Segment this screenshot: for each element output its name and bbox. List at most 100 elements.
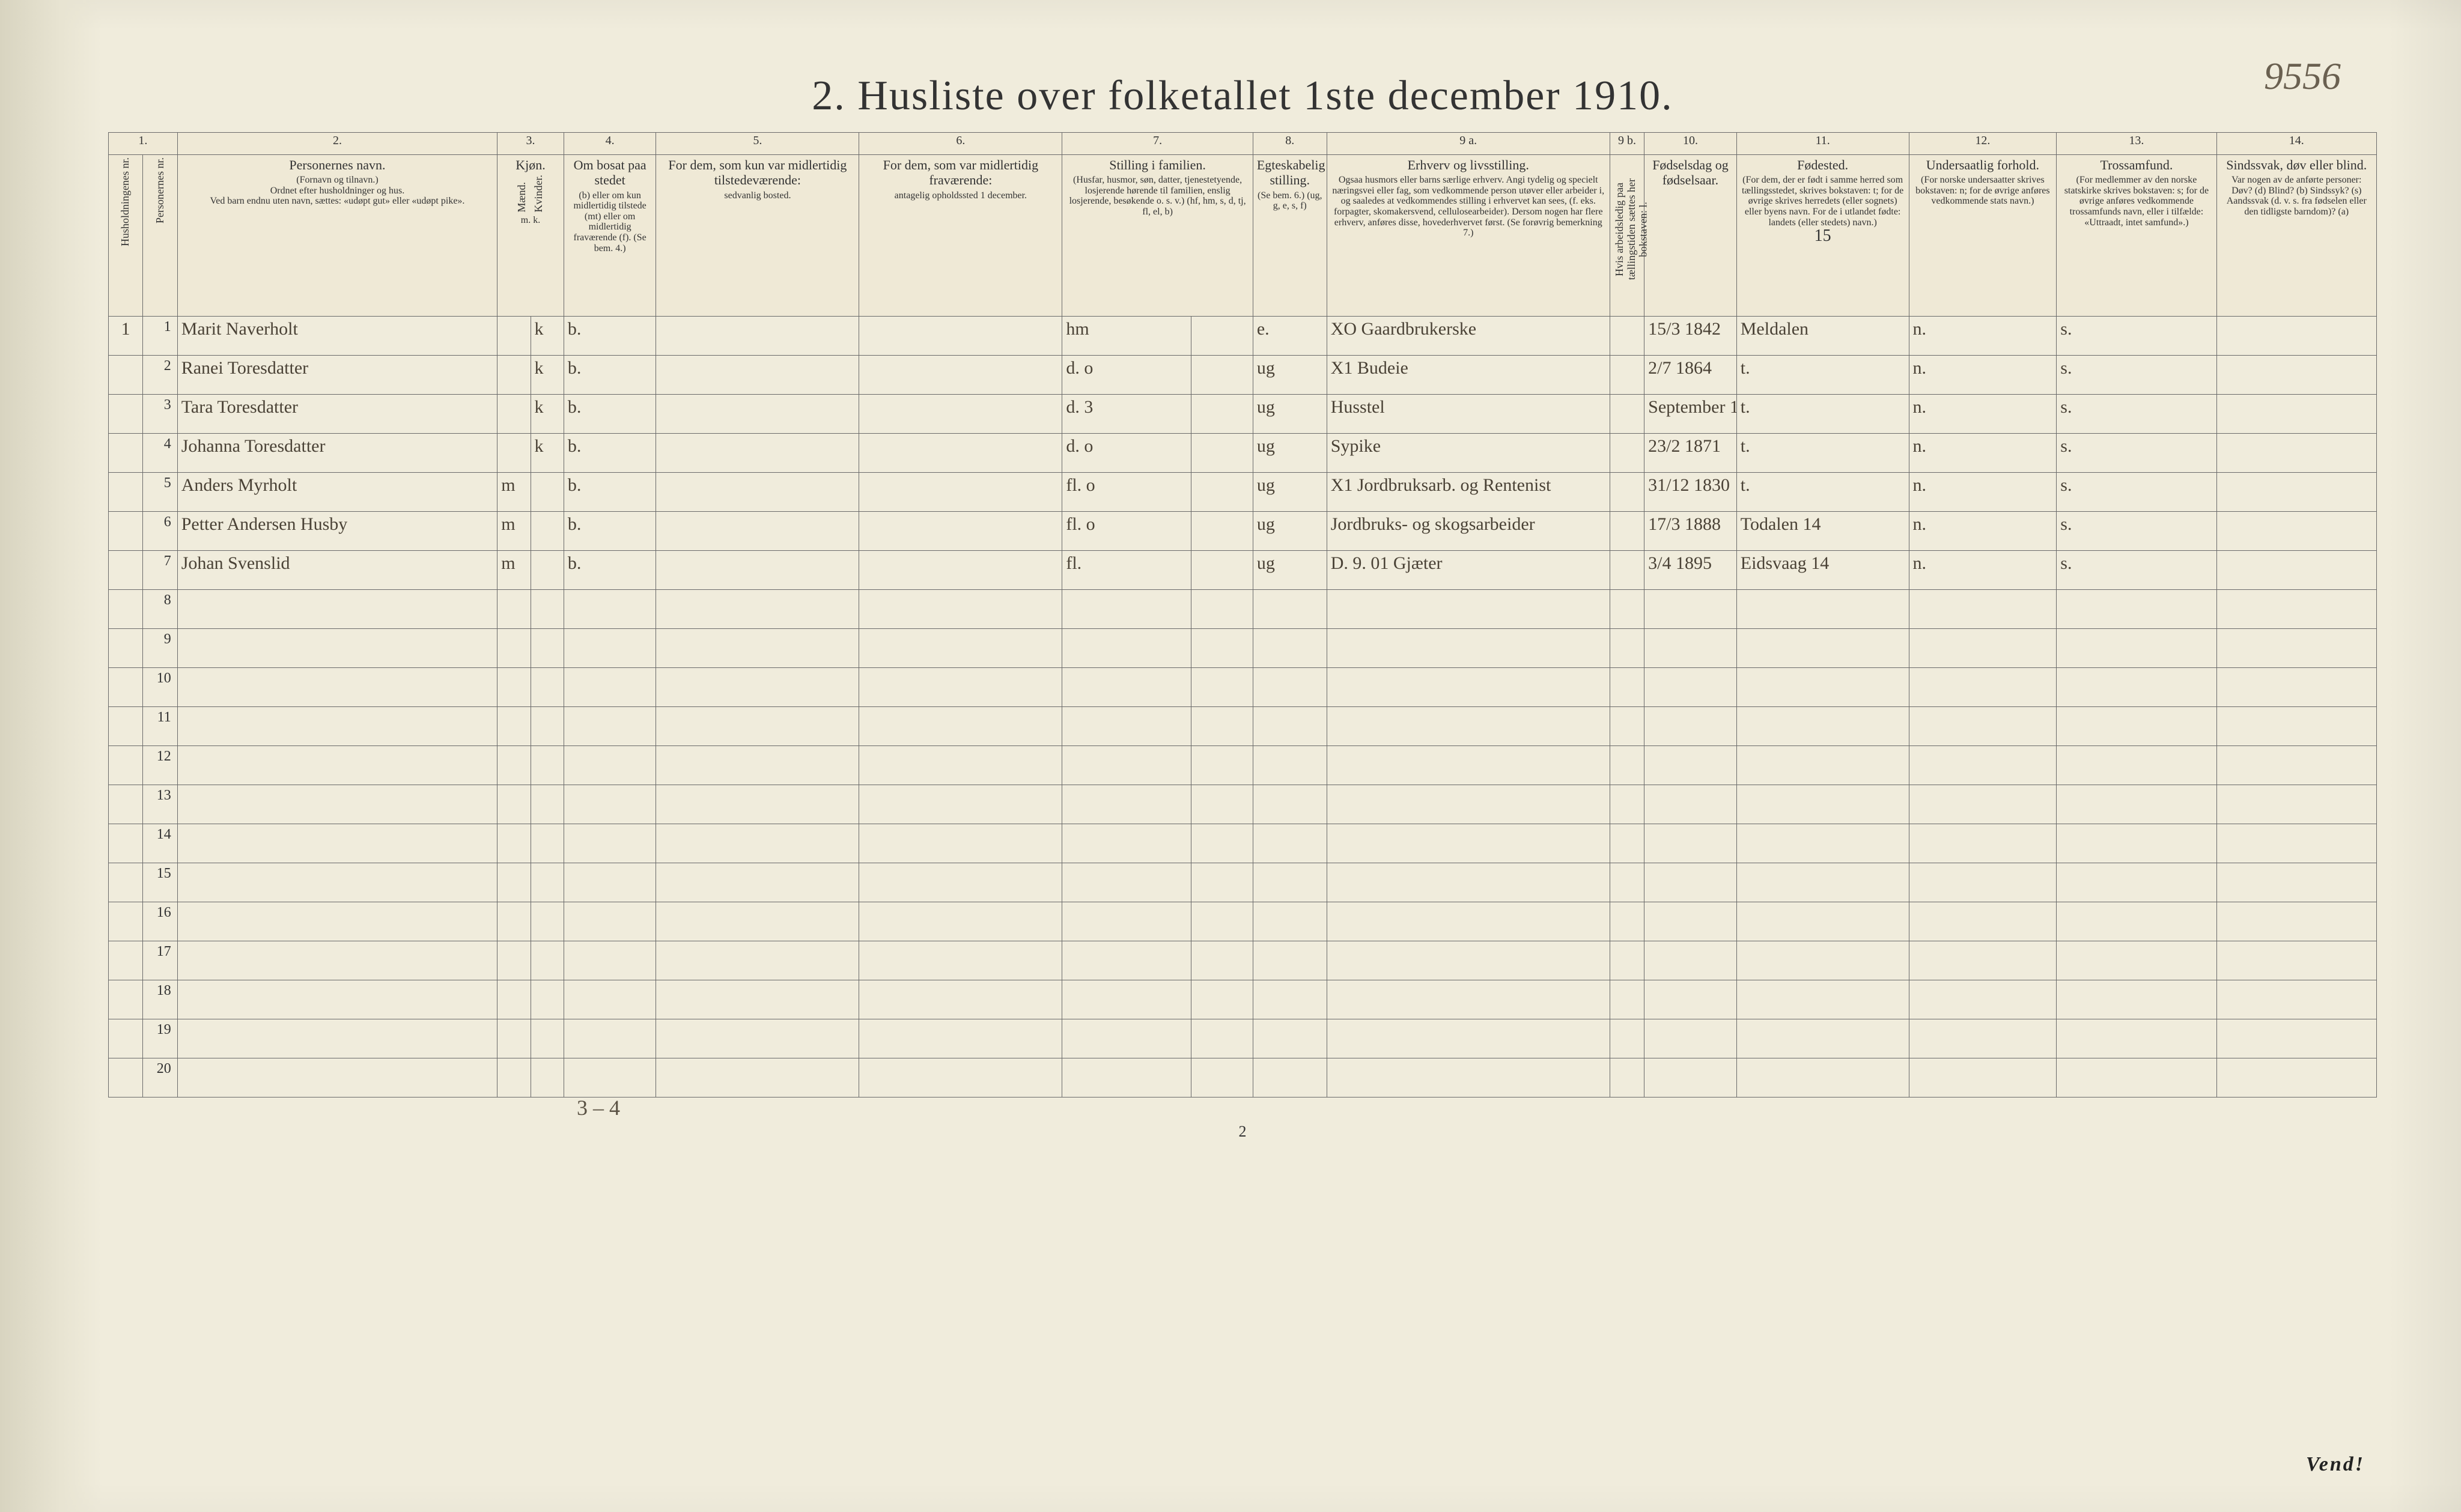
cell-empty (1253, 1019, 1327, 1058)
cell-empty (859, 707, 1062, 746)
cell-nr: 15 (143, 863, 177, 902)
cell-empty (656, 707, 859, 746)
cell-empty (1909, 902, 2057, 941)
colnum: 13. (2057, 133, 2216, 155)
cell-hh (109, 551, 143, 590)
cell-k: k (531, 356, 564, 395)
cell-nr: 7 (143, 551, 177, 590)
page-annotation: 9556 (2264, 54, 2341, 99)
cell-empty (1327, 746, 1610, 785)
cell-bosat: b. (564, 512, 656, 551)
cell-hh (109, 824, 143, 863)
header-person-nr: Personernes nr. (143, 155, 177, 317)
cell-empty (497, 941, 531, 980)
cell-empty (564, 707, 656, 746)
header-trossamfund: Trossamfund. (For medlemmer av den norsk… (2057, 155, 2216, 317)
cell-tro: s. (2057, 512, 2216, 551)
cell-c6 (859, 356, 1062, 395)
colnum: 4. (564, 133, 656, 155)
cell-name: Johan Svenslid (177, 551, 497, 590)
cell-empty (1644, 1058, 1737, 1098)
cell-empty (859, 941, 1062, 980)
cell-empty (2216, 590, 2376, 629)
cell-tro: s. (2057, 473, 2216, 512)
cell-empty (1610, 980, 1644, 1019)
table-row-empty: 10 (109, 668, 2377, 707)
cell-empty (1253, 707, 1327, 746)
cell-empty (177, 785, 497, 824)
cell-eg: ug (1253, 512, 1327, 551)
cell-empty (2057, 1019, 2216, 1058)
cell-k: k (531, 434, 564, 473)
cell-empty (177, 668, 497, 707)
cell-nr: 9 (143, 629, 177, 668)
header-arbeidsledig: Hvis arbeidsledig paa tællingstiden sætt… (1610, 155, 1644, 317)
cell-empty (1909, 785, 2057, 824)
cell-c14 (2216, 512, 2376, 551)
cell-hh (109, 512, 143, 551)
cell-empty (2057, 1058, 2216, 1098)
header-undersaat: Undersaatlig forhold. (For norske unders… (1909, 155, 2057, 317)
cell-k (531, 473, 564, 512)
cell-hh (109, 863, 143, 902)
cell-nr: 13 (143, 785, 177, 824)
table-row: 11Marit Naverholtkb.hme.XO Gaardbrukersk… (109, 317, 2377, 356)
cell-eg: e. (1253, 317, 1327, 356)
cell-empty (2216, 746, 2376, 785)
cell-empty (564, 902, 656, 941)
cell-empty (1644, 941, 1737, 980)
cell-nr: 16 (143, 902, 177, 941)
cell-empty (1191, 1019, 1253, 1058)
cell-hh (109, 668, 143, 707)
cell-empty (564, 941, 656, 980)
cell-empty (2057, 707, 2216, 746)
cell-empty (859, 785, 1062, 824)
table-row-empty: 15 (109, 863, 2377, 902)
cell-l (1610, 473, 1644, 512)
cell-nr: 14 (143, 824, 177, 863)
cell-empty (1610, 707, 1644, 746)
cell-k: k (531, 317, 564, 356)
cell-fdag: 15/3 1842 (1644, 317, 1737, 356)
cell-empty (177, 707, 497, 746)
cell-empty (1191, 707, 1253, 746)
cell-bosat: b. (564, 473, 656, 512)
table-row-empty: 9 (109, 629, 2377, 668)
cell-empty (1327, 980, 1610, 1019)
cell-empty (1062, 863, 1191, 902)
cell-empty (2057, 824, 2216, 863)
colnum: 11. (1736, 133, 1909, 155)
cell-empty (1610, 1058, 1644, 1098)
cell-empty (1253, 824, 1327, 863)
census-body: 11Marit Naverholtkb.hme.XO Gaardbrukersk… (109, 317, 2377, 1098)
cell-name: Ranei Toresdatter (177, 356, 497, 395)
cell-empty (1644, 980, 1737, 1019)
header-erhverv: Erhverv og livsstilling. Ogsaa husmors e… (1327, 155, 1610, 317)
cell-empty (1062, 941, 1191, 980)
cell-empty (1253, 746, 1327, 785)
cell-fsted: Todalen 14 (1736, 512, 1909, 551)
colnum: 12. (1909, 133, 2057, 155)
header-bosat: Om bosat paa stedet (b) eller om kun mid… (564, 155, 656, 317)
cell-empty (177, 1058, 497, 1098)
cell-empty (177, 746, 497, 785)
cell-empty (1327, 707, 1610, 746)
cell-m (497, 434, 531, 473)
cell-empty (859, 590, 1062, 629)
cell-empty (2216, 902, 2376, 941)
cell-empty (1909, 824, 2057, 863)
cell-eg: ug (1253, 473, 1327, 512)
cell-empty (564, 746, 656, 785)
cell-c6 (859, 434, 1062, 473)
cell-empty (1191, 941, 1253, 980)
cell-empty (564, 590, 656, 629)
cell-empty (531, 1058, 564, 1098)
footer-tally: 3 – 4 (565, 1095, 2377, 1120)
cell-empty (1062, 746, 1191, 785)
cell-empty (177, 863, 497, 902)
cell-fam: fl. o (1062, 512, 1191, 551)
cell-empty (1909, 1058, 2057, 1098)
cell-empty (2057, 590, 2216, 629)
cell-empty (1644, 863, 1737, 902)
cell-empty (1909, 707, 2057, 746)
